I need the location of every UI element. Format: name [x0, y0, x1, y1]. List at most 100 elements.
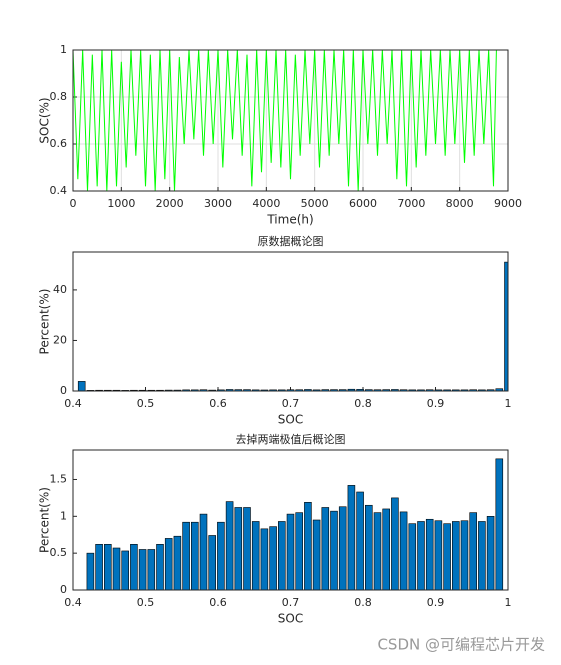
bar	[217, 389, 225, 391]
x-tick-label: 0.5	[137, 596, 155, 609]
bar	[225, 501, 234, 590]
bar	[164, 538, 173, 590]
bar	[95, 544, 103, 590]
axes-box	[72, 251, 509, 392]
x-tick-label: 7000	[397, 197, 425, 210]
x-tick-label: 0.5	[137, 397, 155, 410]
x-tick-label: 0.7	[282, 397, 300, 410]
bar	[408, 389, 417, 391]
x-tick-label: 0.9	[427, 397, 445, 410]
bar	[365, 504, 373, 590]
bar	[234, 507, 243, 590]
y-tick-label: 0.5	[50, 546, 68, 559]
bar	[469, 512, 477, 590]
bar	[130, 544, 138, 590]
bar	[478, 389, 486, 391]
bar	[391, 389, 399, 391]
bar	[286, 513, 295, 590]
bar	[382, 508, 390, 590]
bar	[304, 389, 312, 391]
bar	[434, 389, 443, 391]
bar	[112, 547, 121, 590]
plot-area	[73, 50, 497, 191]
bar	[182, 389, 190, 391]
bar	[147, 549, 156, 590]
x-tick-label: 1	[505, 397, 512, 410]
bar	[408, 523, 417, 590]
x-tick-label: 9000	[494, 197, 522, 210]
bar	[338, 506, 347, 590]
x-axis-label: Time(h)	[266, 213, 313, 227]
bar	[191, 389, 199, 391]
x-tick-label: 0.6	[209, 596, 227, 609]
x-tick-label: 0.4	[64, 397, 82, 410]
x-tick-label: 0.8	[354, 596, 372, 609]
bar	[260, 389, 269, 391]
axes: 0 1000 2000 3000 4000 5000 6000 7000 8000 9000 0.4…	[38, 43, 523, 227]
x-tick-label: 0	[70, 197, 77, 210]
bar	[77, 381, 86, 391]
bar	[417, 389, 425, 391]
chart-title: 原数据概论图	[258, 234, 324, 248]
bar	[199, 513, 208, 590]
bar	[182, 521, 190, 590]
axes: 0.4 0.5 0.6 0.7 0.8 0.9 1 0 0.5 1 1.5 去掉两端极值后概论图 SOC…	[38, 432, 512, 626]
bar	[478, 521, 486, 590]
bar	[269, 389, 277, 391]
bar	[417, 521, 425, 590]
bar	[434, 520, 443, 590]
bar	[347, 485, 356, 590]
x-tick-label: 8000	[446, 197, 474, 210]
y-tick-label: 1.5	[50, 472, 68, 485]
bar	[399, 511, 408, 590]
y-tick-label: 0	[60, 384, 67, 397]
soc-line	[73, 50, 497, 191]
bar	[217, 521, 225, 590]
bar	[373, 512, 382, 590]
axes-background	[73, 252, 508, 391]
x-tick-label: 4000	[252, 197, 280, 210]
axes-box	[72, 449, 509, 591]
bar	[243, 507, 251, 590]
y-tick-label: 1	[60, 43, 67, 56]
bar	[173, 535, 182, 590]
y-tick-label: 40	[53, 283, 67, 296]
x-tick-label: 1000	[107, 197, 135, 210]
bar	[452, 521, 460, 590]
bar	[391, 497, 399, 590]
bar	[495, 388, 504, 391]
x-tick-label: 0.7	[282, 596, 300, 609]
bar	[278, 389, 286, 391]
bar	[443, 523, 451, 590]
bar	[260, 528, 269, 590]
y-axis-label: Percent(%)	[38, 289, 52, 355]
y-tick-label: 1	[60, 509, 67, 522]
bar	[312, 389, 321, 391]
bar	[460, 520, 469, 590]
x-axis-label: SOC	[278, 413, 303, 427]
y-tick-label: 20	[53, 333, 67, 346]
bar	[443, 389, 451, 391]
x-tick-label: 0.4	[64, 596, 82, 609]
bar	[312, 519, 321, 590]
bar	[191, 521, 199, 590]
bar	[278, 521, 286, 590]
bar	[251, 521, 260, 590]
y-tick-label: 0.4	[50, 184, 68, 197]
bar	[121, 550, 129, 590]
bar	[251, 389, 260, 391]
y-tick-label: 0	[60, 583, 67, 596]
bar	[269, 526, 277, 590]
y-axis-label: SOC(%)	[38, 97, 52, 143]
bar	[86, 552, 95, 590]
x-axis-label: SOC	[278, 612, 303, 626]
bar	[208, 535, 216, 590]
bar	[304, 502, 312, 590]
bar	[295, 512, 303, 590]
bar	[138, 549, 147, 590]
x-tick-label: 1	[505, 596, 512, 609]
bar	[356, 491, 364, 590]
bar	[156, 544, 164, 590]
y-axis-label: Percent(%)	[38, 487, 52, 553]
